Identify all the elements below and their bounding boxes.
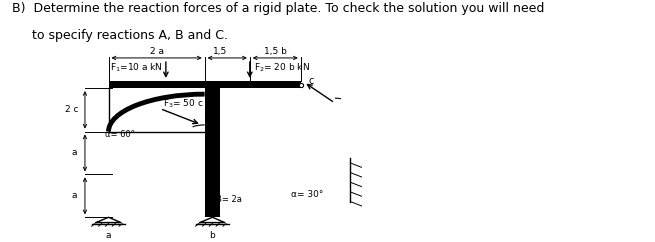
- Text: B= 2a: B= 2a: [215, 195, 242, 204]
- Text: a: a: [105, 231, 111, 240]
- Text: 2 a: 2 a: [149, 47, 164, 56]
- Bar: [109, 81, 301, 88]
- Text: b: b: [210, 231, 215, 240]
- Text: a: a: [71, 149, 77, 158]
- Text: 1,5: 1,5: [214, 47, 227, 56]
- Text: to specify reactions A, B and C.: to specify reactions A, B and C.: [12, 29, 229, 42]
- Bar: [204, 88, 220, 217]
- Text: 1,5 b: 1,5 b: [264, 47, 287, 56]
- Text: c: c: [309, 76, 314, 86]
- Text: F$_1$=10 a kN: F$_1$=10 a kN: [110, 61, 163, 74]
- Text: α= 60°: α= 60°: [105, 130, 136, 139]
- Text: B)  Determine the reaction forces of a rigid plate. To check the solution you wi: B) Determine the reaction forces of a ri…: [12, 2, 545, 15]
- Text: F$_2$= 20 b kN: F$_2$= 20 b kN: [253, 61, 309, 74]
- Text: α= 30°: α= 30°: [291, 190, 324, 199]
- Text: 2 c: 2 c: [65, 105, 78, 114]
- Text: F$_3$= 50 c kN: F$_3$= 50 c kN: [163, 98, 218, 110]
- Text: a: a: [71, 191, 77, 200]
